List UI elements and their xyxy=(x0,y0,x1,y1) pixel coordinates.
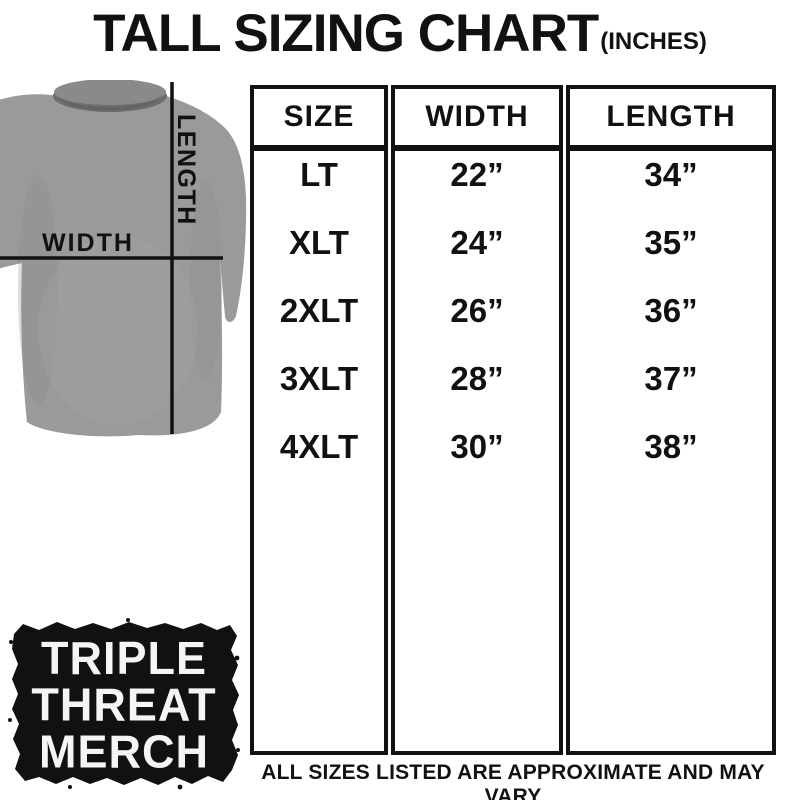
logo-splatter xyxy=(177,784,183,790)
header-length: LENGTH xyxy=(566,85,776,147)
logo-grunge-background xyxy=(8,618,240,790)
logo-splatter xyxy=(68,785,72,789)
column-length: LENGTH 34” 35” 36” 37” 38” xyxy=(566,85,776,755)
cell-width: 22” xyxy=(450,156,504,193)
width-label: WIDTH xyxy=(42,229,134,257)
column-size: SIZE LT XLT 2XLT 3XLT 4XLT xyxy=(250,85,388,755)
logo-line-1: TRIPLE xyxy=(40,630,207,684)
column-width-body: 22” 24” 26” 28” 30” xyxy=(391,147,563,755)
column-size-body: LT XLT 2XLT 3XLT 4XLT xyxy=(250,147,388,755)
page-title-unit: (INCHES) xyxy=(600,27,707,55)
cell-size: 2XLT xyxy=(279,292,359,329)
cell-size: XLT xyxy=(289,224,349,261)
logo-line-2: THREAT xyxy=(31,677,217,731)
cell-width: 28” xyxy=(450,360,504,397)
header-width: WIDTH xyxy=(391,85,563,147)
cell-length: 37” xyxy=(644,360,698,397)
cell-length: 35” xyxy=(644,224,698,261)
cell-width: 30” xyxy=(450,428,504,465)
triple-threat-merch-logo: TRIPLE THREAT MERCH xyxy=(8,618,240,790)
shade-chest xyxy=(38,235,198,425)
shade-left xyxy=(18,175,58,405)
cell-width: 24” xyxy=(450,224,504,261)
logo-splatter xyxy=(8,718,12,722)
logo-text: TRIPLE THREAT MERCH xyxy=(8,615,240,794)
cell-length: 38” xyxy=(644,428,698,465)
cell-length: 36” xyxy=(644,292,698,329)
cell-length: 34” xyxy=(644,156,698,193)
cell-size: 4XLT xyxy=(279,428,359,465)
column-width: WIDTH 22” 24” 26” 28” 30” xyxy=(391,85,563,755)
collar-band xyxy=(54,80,166,105)
cell-width: 26” xyxy=(450,292,504,329)
logo-line-3: MERCH xyxy=(39,724,209,778)
cell-size: 3XLT xyxy=(279,360,359,397)
logo-splatter xyxy=(236,748,240,752)
sizing-table: SIZE LT XLT 2XLT 3XLT 4XLT WIDTH 22” 24”… xyxy=(250,85,776,755)
cell-size: LT xyxy=(300,156,338,193)
tshirt-diagram: WIDTH LENGTH xyxy=(0,80,247,437)
logo-splatter xyxy=(126,618,130,622)
logo-bg-shape xyxy=(12,622,239,785)
collar-shadow xyxy=(57,94,163,111)
length-label: LENGTH xyxy=(172,114,200,226)
logo-splatter xyxy=(234,655,240,661)
shade-right xyxy=(190,180,222,380)
page-title-text: TALL SIZING CHART xyxy=(93,4,599,63)
disclaimer-text: ALL SIZES LISTED ARE APPROXIMATE AND MAY… xyxy=(261,761,765,800)
tshirt-shape xyxy=(0,88,247,437)
page-title: TALL SIZING CHART (INCHES) xyxy=(0,6,800,62)
header-size: SIZE xyxy=(250,85,388,147)
column-length-body: 34” 35” 36” 37” 38” xyxy=(566,147,776,755)
logo-splatter xyxy=(9,640,13,644)
